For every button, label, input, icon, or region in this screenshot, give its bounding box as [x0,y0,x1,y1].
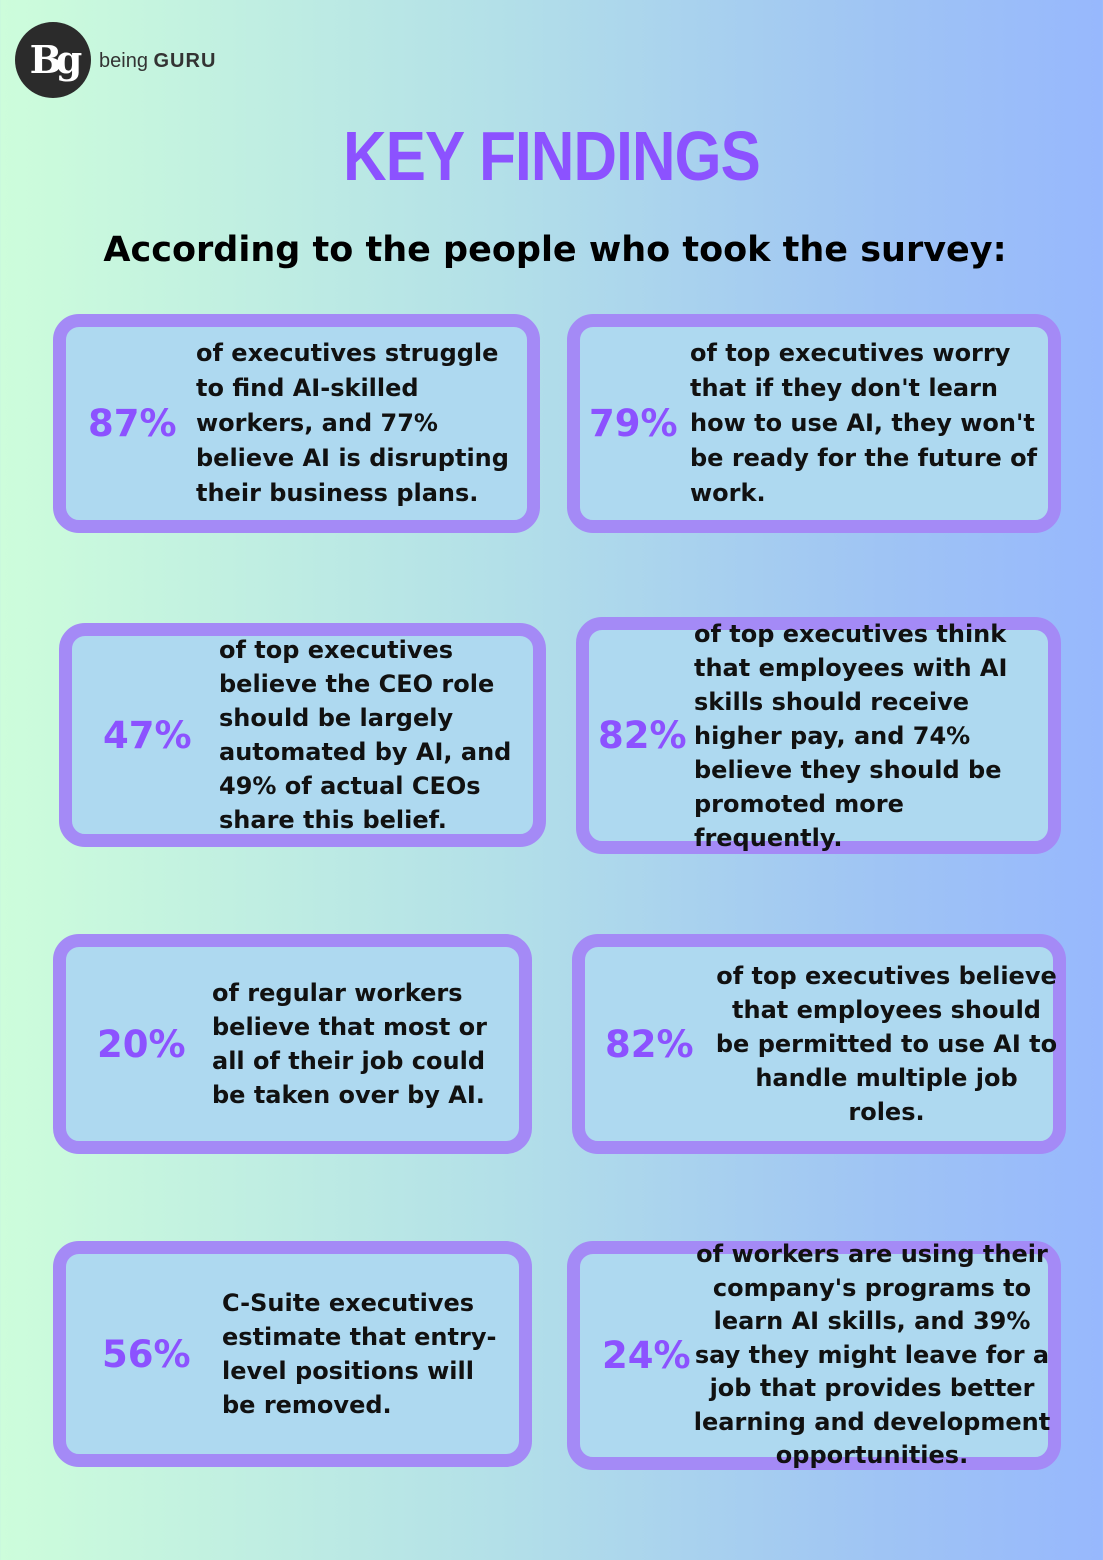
finding-card: 56% C-Suite executives estimate that ent… [53,1241,532,1467]
brand-name-light: being [99,50,148,72]
finding-percent: 24% [602,1334,691,1377]
brand-name: being GURU [99,50,216,73]
logo-letters: Bg [29,37,83,82]
finding-card: 82% of top executives believe that emplo… [572,934,1066,1154]
finding-card: 82% of top executives think that employe… [576,617,1061,854]
page-title: KEY FINDINGS [343,117,761,195]
finding-text: of top executives worry that if they don… [690,339,1038,507]
finding-card: 20% of regular workers believe that most… [53,934,532,1154]
finding-card: 47% of top executives believe the CEO ro… [59,623,546,847]
finding-text: of regular workers believe that most or … [212,979,487,1109]
finding-card: 79% of top executives worry that if they… [567,314,1061,533]
finding-text: of workers are using their company's pro… [693,1240,1051,1470]
finding-text: of top executives believe the CEO role s… [219,636,512,834]
finding-percent: 82% [598,714,687,757]
brand-name-bold: GURU [153,50,217,72]
page-subtitle: According to the people who took the sur… [103,230,1007,270]
finding-text: of top executives believe that employees… [715,962,1058,1126]
finding-percent: 20% [97,1022,186,1066]
finding-text: C-Suite executives estimate that entry-l… [222,1289,497,1419]
finding-percent: 87% [88,402,177,445]
finding-percent: 56% [102,1332,191,1376]
finding-percent: 47% [103,713,192,757]
finding-text: of top executives think that employees w… [694,619,1008,852]
finding-percent: 82% [605,1022,694,1066]
brand-logo: Bg [15,22,91,98]
finding-percent: 79% [589,402,678,445]
finding-card: 87% of executives struggle to find AI-sk… [53,314,540,533]
finding-text: of executives struggle to find AI-skille… [196,339,509,507]
finding-card: 24% of workers are using their company's… [567,1240,1061,1470]
